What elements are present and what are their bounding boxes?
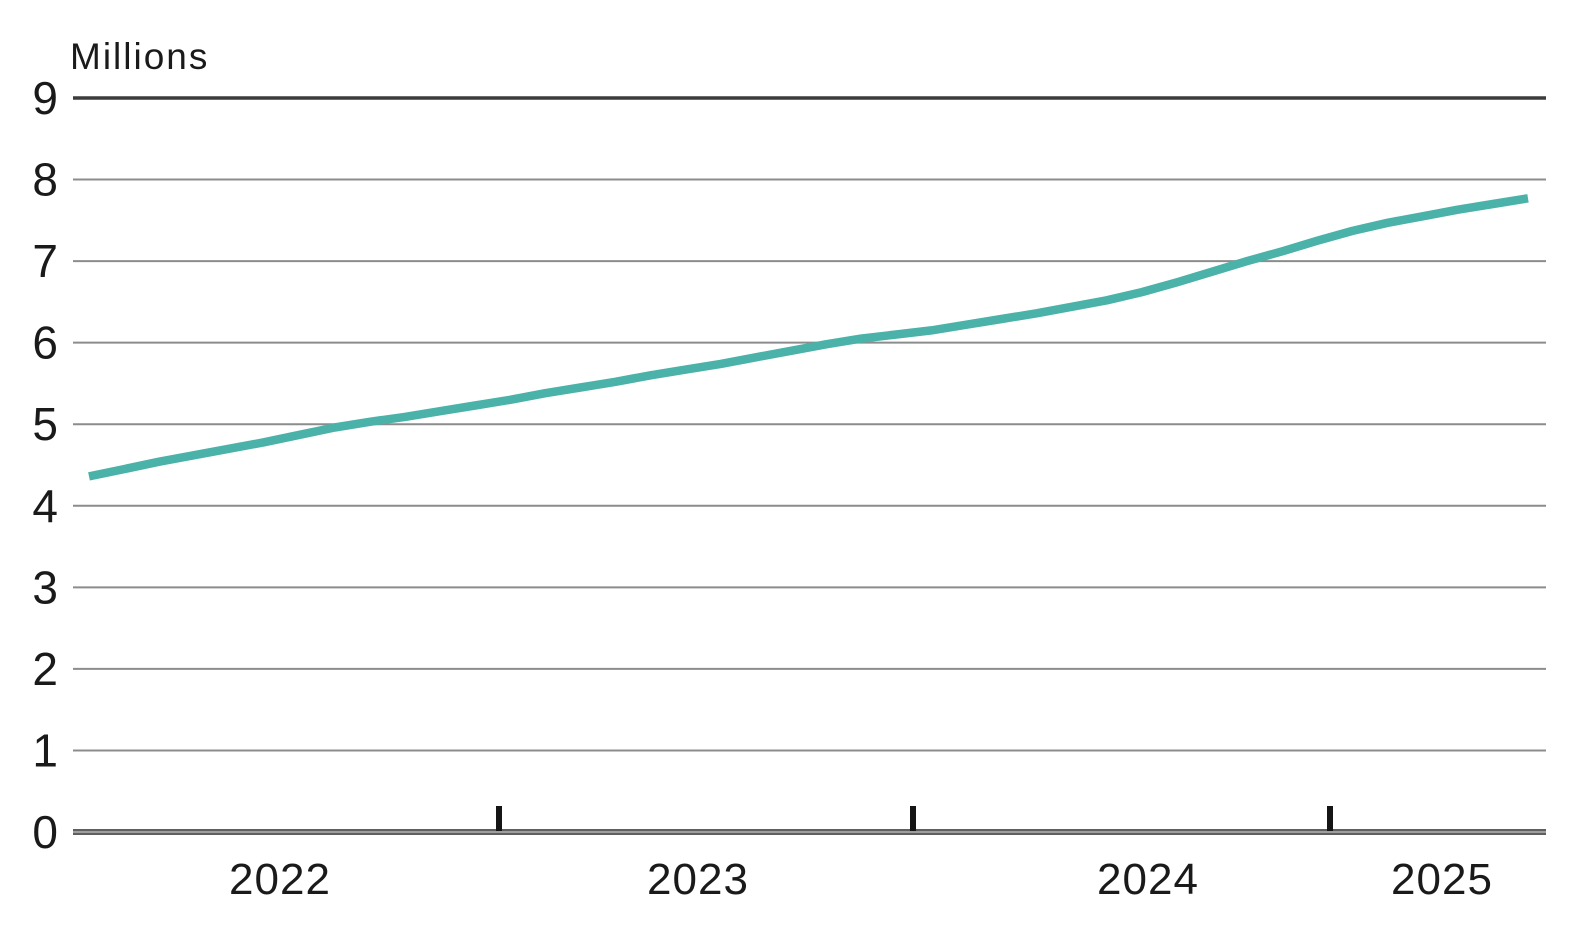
y-tick-label-4: 4 bbox=[32, 480, 58, 532]
gridlines-layer bbox=[73, 96, 1546, 835]
y-tick-label-5: 5 bbox=[32, 398, 58, 450]
y-tick-label-7: 7 bbox=[32, 235, 58, 287]
series-layer bbox=[88, 194, 1529, 481]
x-tick-label-2024: 2024 bbox=[1097, 855, 1199, 904]
y-tick-label-8: 8 bbox=[32, 154, 58, 206]
y-tick-label-3: 3 bbox=[32, 561, 58, 613]
data-series-line bbox=[88, 194, 1529, 481]
y-tick-label-0: 0 bbox=[32, 806, 58, 858]
x-axis-layer bbox=[496, 806, 1333, 831]
axis-labels-layer: 0 1 2 3 4 5 6 7 8 9 2022 2023 2024 2025 bbox=[32, 72, 1493, 904]
y-tick-label-9: 9 bbox=[32, 72, 58, 124]
x-tick-label-2025: 2025 bbox=[1391, 855, 1493, 904]
x-tick-label-2023: 2023 bbox=[647, 855, 749, 904]
y-tick-label-6: 6 bbox=[32, 317, 58, 369]
y-axis-unit-label: Millions bbox=[70, 36, 209, 77]
y-tick-label-2: 2 bbox=[32, 643, 58, 695]
y-tick-label-1: 1 bbox=[32, 724, 58, 776]
x-tick-label-2022: 2022 bbox=[229, 855, 331, 904]
